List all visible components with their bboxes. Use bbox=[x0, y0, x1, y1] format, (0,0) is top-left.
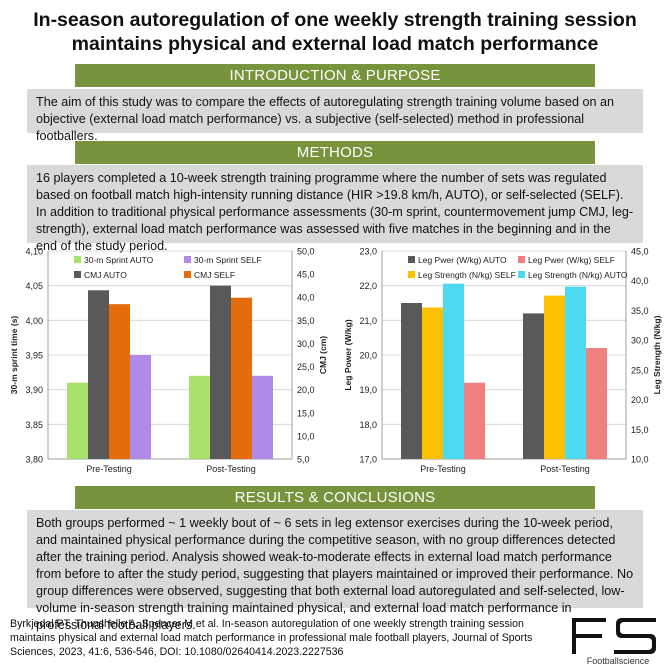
y-tick-label: 4,00 bbox=[25, 316, 43, 326]
bar bbox=[565, 286, 586, 459]
logo-text: Footballscience bbox=[587, 656, 650, 666]
y-tick-label: 17,0 bbox=[359, 455, 377, 465]
y2-tick-label: 10,0 bbox=[297, 431, 315, 441]
x-tick-label: Post-Testing bbox=[206, 464, 256, 474]
legend-label: Leg Strength (N/kg) SELF bbox=[418, 270, 516, 280]
bar bbox=[464, 382, 485, 459]
legend-swatch bbox=[184, 256, 191, 263]
bar bbox=[189, 375, 210, 459]
bar bbox=[67, 382, 88, 459]
title-line-2: maintains physical and external load mat… bbox=[71, 33, 599, 55]
y-tick-label: 3,90 bbox=[25, 385, 43, 395]
legend-label: 30-m Sprint AUTO bbox=[84, 255, 154, 265]
bar bbox=[252, 375, 273, 459]
legend-swatch bbox=[408, 256, 415, 263]
legend-label: Leg Pwer (W/kg) AUTO bbox=[418, 255, 507, 265]
y-axis-title: 30-m sprint time (s) bbox=[9, 316, 19, 395]
methods-heading: METHODS bbox=[75, 141, 595, 164]
legend-swatch bbox=[74, 271, 81, 278]
bar bbox=[210, 285, 231, 459]
legend-label: CMJ SELF bbox=[194, 270, 235, 280]
y2-axis-title: Leg Strength (N/kg) bbox=[652, 315, 662, 394]
citation: Byrkjedal PT, Thunshelle A, Spencer M et… bbox=[10, 618, 533, 658]
y2-tick-label: 35,0 bbox=[297, 316, 315, 326]
y2-axis-title: CMJ (cm) bbox=[318, 336, 328, 374]
y-tick-label: 23,0 bbox=[359, 247, 377, 257]
y-axis-title: Leg Power (W/kg) bbox=[343, 319, 353, 390]
x-tick-label: Post-Testing bbox=[540, 464, 590, 474]
y2-tick-label: 25,0 bbox=[631, 365, 649, 375]
bar bbox=[523, 313, 544, 459]
y2-tick-label: 45,0 bbox=[631, 247, 649, 257]
y-tick-label: 4,10 bbox=[25, 247, 43, 257]
legend-swatch bbox=[74, 256, 81, 263]
y2-tick-label: 20,0 bbox=[631, 395, 649, 405]
intro-heading: INTRODUCTION & PURPOSE bbox=[75, 64, 595, 87]
x-tick-label: Pre-Testing bbox=[420, 464, 466, 474]
y2-tick-label: 30,0 bbox=[631, 336, 649, 346]
legend-label: 30-m Sprint SELF bbox=[194, 255, 262, 265]
x-tick-label: Pre-Testing bbox=[86, 464, 132, 474]
y2-tick-label: 40,0 bbox=[297, 293, 315, 303]
legend-swatch bbox=[518, 256, 525, 263]
bar bbox=[586, 348, 607, 459]
y2-tick-label: 10,0 bbox=[631, 455, 649, 465]
y-tick-label: 19,0 bbox=[359, 385, 377, 395]
bar bbox=[443, 283, 464, 459]
legend-label: CMJ AUTO bbox=[84, 270, 127, 280]
y2-tick-label: 40,0 bbox=[631, 276, 649, 286]
footballscience-logo: Footballscience bbox=[568, 616, 663, 666]
bar bbox=[130, 355, 151, 459]
y2-tick-label: 20,0 bbox=[297, 385, 315, 395]
legend-swatch bbox=[408, 271, 415, 278]
results-heading: RESULTS & CONCLUSIONS bbox=[75, 486, 595, 509]
y-tick-label: 3,85 bbox=[25, 420, 43, 430]
results-text: Both groups performed ~ 1 weekly bout of… bbox=[27, 510, 643, 632]
y-tick-label: 18,0 bbox=[359, 420, 377, 430]
y-tick-label: 22,0 bbox=[359, 281, 377, 291]
y-tick-label: 20,0 bbox=[359, 351, 377, 361]
legend-label: Leg Pwer (W/kg) SELF bbox=[528, 255, 615, 265]
y2-tick-label: 30,0 bbox=[297, 339, 315, 349]
legend-swatch bbox=[518, 271, 525, 278]
y2-tick-label: 35,0 bbox=[631, 306, 649, 316]
bar bbox=[109, 304, 130, 459]
legend-swatch bbox=[184, 271, 191, 278]
y2-tick-label: 5,0 bbox=[297, 455, 310, 465]
y-tick-label: 3,95 bbox=[25, 351, 43, 361]
y2-tick-label: 25,0 bbox=[297, 362, 315, 372]
y-tick-label: 3,80 bbox=[25, 455, 43, 465]
y2-tick-label: 15,0 bbox=[631, 425, 649, 435]
bar bbox=[88, 290, 109, 459]
title-line-1: In-season autoregulation of one weekly s… bbox=[33, 9, 637, 31]
bar bbox=[544, 295, 565, 459]
legend-label: Leg Strength (N/kg) AUTO bbox=[528, 270, 628, 280]
poster-title: In-season autoregulation of one weekly s… bbox=[0, 8, 670, 56]
bar bbox=[401, 303, 422, 459]
y2-tick-label: 45,0 bbox=[297, 270, 315, 280]
leg-power-strength-chart: 17,0 18,0 19,0 20,0 21,0 22,0 23,0 10,0 15,0 20,0… bbox=[338, 244, 668, 480]
y2-tick-label: 50,0 bbox=[297, 247, 315, 257]
bar bbox=[231, 297, 252, 459]
intro-text: The aim of this study was to compare the… bbox=[27, 89, 643, 143]
chart-svg: 17,0 18,0 19,0 20,0 21,0 22,0 23,0 10,0 15,0 20,0… bbox=[343, 247, 662, 475]
y-tick-label: 4,05 bbox=[25, 281, 43, 291]
methods-text: 16 players completed a 10-week strength … bbox=[27, 165, 643, 253]
bar bbox=[422, 307, 443, 459]
sprint-cmj-chart: 3,80 3,85 3,90 3,95 4,00 4,05 4,10 5,0 10,0 15,0 2… bbox=[4, 244, 334, 480]
chart-svg: 3,80 3,85 3,90 3,95 4,00 4,05 4,10 5,0 10,0 15,0 2… bbox=[9, 247, 328, 475]
y-tick-label: 21,0 bbox=[359, 316, 377, 326]
y2-tick-label: 15,0 bbox=[297, 408, 315, 418]
